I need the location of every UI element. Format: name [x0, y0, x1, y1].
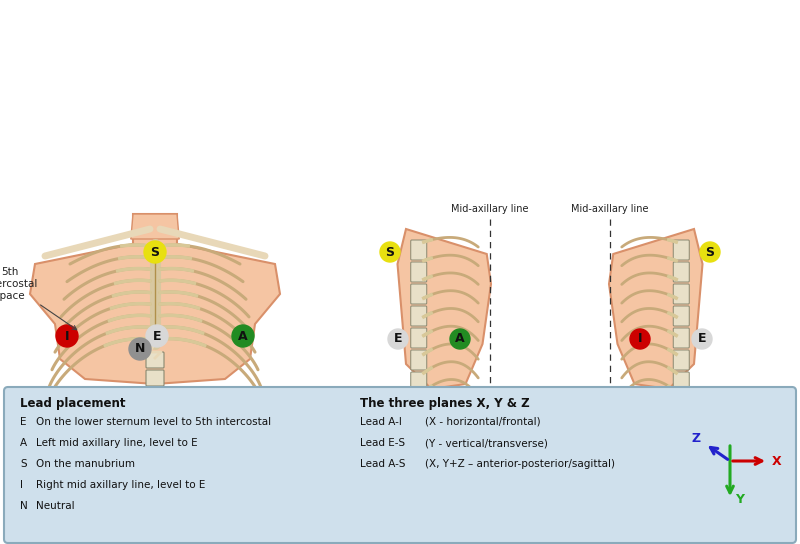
Text: (Y - vertical/transverse): (Y - vertical/transverse)	[425, 438, 548, 448]
Text: Z: Z	[691, 432, 701, 445]
Text: E: E	[394, 332, 402, 345]
FancyBboxPatch shape	[410, 372, 426, 392]
Text: S: S	[20, 459, 26, 469]
FancyBboxPatch shape	[146, 406, 164, 422]
Circle shape	[700, 242, 720, 262]
Text: I: I	[65, 330, 70, 343]
Text: E: E	[153, 330, 162, 343]
FancyBboxPatch shape	[146, 442, 164, 458]
Text: Right mid axillary line, level to E: Right mid axillary line, level to E	[36, 480, 206, 490]
FancyBboxPatch shape	[146, 388, 164, 404]
Text: On the manubrium: On the manubrium	[36, 459, 135, 469]
Circle shape	[129, 338, 151, 360]
Circle shape	[388, 329, 408, 349]
FancyBboxPatch shape	[4, 387, 796, 543]
Text: Y: Y	[735, 493, 744, 506]
Text: A: A	[20, 438, 27, 448]
Text: N: N	[20, 501, 28, 511]
FancyBboxPatch shape	[410, 350, 426, 370]
Circle shape	[56, 325, 78, 347]
Circle shape	[380, 242, 400, 262]
Text: Lead E-S: Lead E-S	[360, 438, 405, 448]
FancyBboxPatch shape	[674, 328, 690, 348]
Text: Mid-axillary line: Mid-axillary line	[451, 204, 529, 214]
Circle shape	[144, 241, 166, 263]
Text: 5th
intercostal
space: 5th intercostal space	[0, 268, 77, 330]
Text: Mid-axillary line: Mid-axillary line	[571, 204, 649, 214]
Text: S: S	[706, 245, 714, 258]
FancyBboxPatch shape	[410, 284, 426, 304]
FancyBboxPatch shape	[146, 370, 164, 386]
Text: A: A	[455, 332, 465, 345]
Text: (X - horizontal/frontal): (X - horizontal/frontal)	[425, 417, 541, 427]
FancyBboxPatch shape	[674, 240, 690, 260]
FancyBboxPatch shape	[674, 284, 690, 304]
FancyBboxPatch shape	[410, 240, 426, 260]
Text: Lead placement: Lead placement	[20, 397, 126, 410]
FancyBboxPatch shape	[410, 306, 426, 326]
Text: (X, Y+Z – anterior-posterior/sagittal): (X, Y+Z – anterior-posterior/sagittal)	[425, 459, 615, 469]
Circle shape	[232, 325, 254, 347]
FancyBboxPatch shape	[674, 372, 690, 392]
Polygon shape	[30, 214, 280, 384]
Text: On the lower sternum level to 5th intercostal: On the lower sternum level to 5th interc…	[36, 417, 271, 427]
FancyBboxPatch shape	[146, 424, 164, 440]
FancyBboxPatch shape	[146, 352, 164, 368]
Polygon shape	[398, 229, 491, 389]
Circle shape	[630, 329, 650, 349]
FancyBboxPatch shape	[674, 350, 690, 370]
Text: E: E	[698, 332, 706, 345]
Text: Left mid axillary line, level to E: Left mid axillary line, level to E	[36, 438, 198, 448]
Text: Neutral: Neutral	[36, 501, 74, 511]
Text: I: I	[20, 480, 23, 490]
Text: A: A	[238, 330, 248, 343]
FancyBboxPatch shape	[674, 306, 690, 326]
Circle shape	[692, 329, 712, 349]
FancyBboxPatch shape	[674, 262, 690, 282]
Text: Lead A-S: Lead A-S	[360, 459, 406, 469]
Text: S: S	[386, 245, 394, 258]
Text: S: S	[150, 245, 159, 258]
Circle shape	[146, 325, 168, 347]
Text: E: E	[20, 417, 26, 427]
Text: X: X	[772, 455, 782, 468]
Text: The three planes X, Y & Z: The three planes X, Y & Z	[360, 397, 530, 410]
Circle shape	[450, 329, 470, 349]
Polygon shape	[131, 214, 179, 239]
Text: Lead A-I: Lead A-I	[360, 417, 402, 427]
FancyBboxPatch shape	[410, 328, 426, 348]
Text: I: I	[638, 332, 642, 345]
FancyBboxPatch shape	[410, 262, 426, 282]
Polygon shape	[609, 229, 702, 389]
Text: N: N	[135, 343, 145, 355]
